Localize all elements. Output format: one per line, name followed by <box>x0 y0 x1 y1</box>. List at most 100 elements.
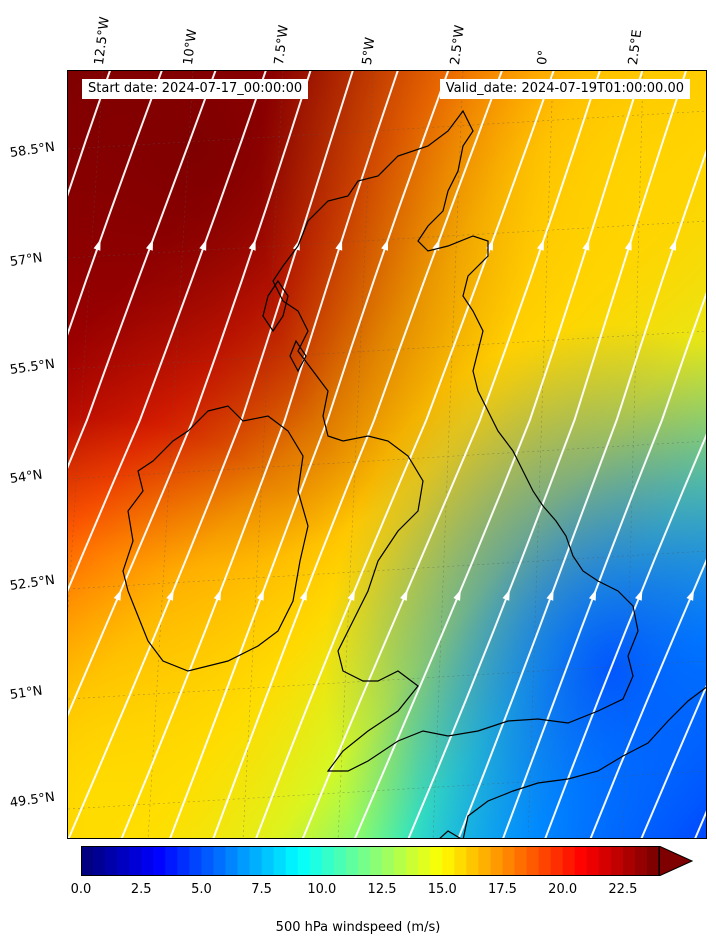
streamline-arrow <box>381 239 389 251</box>
colorbar-bin <box>406 846 419 876</box>
colorbar-tick-label: 7.5 <box>251 882 272 897</box>
colorbar-bin <box>646 846 660 876</box>
streamline-arrow <box>546 589 554 601</box>
colorbar-bin <box>574 846 588 876</box>
streamline <box>68 71 163 336</box>
colorbar-tick-label: 20.0 <box>548 882 578 897</box>
streamline-arrow <box>335 239 343 251</box>
coastlines <box>122 109 706 838</box>
colorbar-bin <box>153 846 166 876</box>
colorbar-bin <box>454 846 467 876</box>
lat-label-49-5: 49.5°N <box>8 789 56 811</box>
colorbar-tick-label: 22.5 <box>608 882 638 897</box>
streamline <box>502 291 706 838</box>
colorbar-bin <box>357 846 371 876</box>
colorbar-bin <box>129 846 142 876</box>
colorbar-bin <box>622 846 636 876</box>
lon-label-2-5e: 2.5°E <box>626 28 646 66</box>
streamlines <box>68 71 706 838</box>
streamline-arrow <box>400 589 408 601</box>
streamline-arrow <box>536 239 544 251</box>
streamline-arrow <box>347 589 355 601</box>
colorbar-bin <box>309 846 323 876</box>
lon-label-10w: 10°W <box>181 28 201 66</box>
lon-label-5w: 5°W <box>360 36 379 66</box>
valid-date-label: Valid_date: 2024-07-19T01:00:00.00 <box>439 79 690 99</box>
streamline <box>255 71 555 838</box>
colorbar-bin <box>141 846 154 876</box>
lon-label-0: 0° <box>535 49 552 66</box>
colorbar-svg <box>81 845 694 877</box>
streamline <box>120 71 399 838</box>
colorbar-bin <box>538 846 552 876</box>
colorbar-bin <box>213 846 227 876</box>
streamline <box>68 71 312 717</box>
streamline-arrow <box>453 589 461 601</box>
lat-label-58-5: 58.5°N <box>8 139 56 161</box>
colorbar-bin <box>201 846 215 876</box>
colorbar-bin <box>225 846 239 876</box>
streamline-arrow <box>199 239 207 251</box>
colorbar-bin <box>177 846 190 876</box>
streamline-arrow <box>635 589 643 601</box>
colorbar-bin <box>261 846 275 876</box>
streamline-arrow <box>93 239 101 251</box>
colorbar-tick-label: 17.5 <box>487 882 517 897</box>
start-date-label: Start date: 2024-07-17_00:00:00 <box>82 79 309 99</box>
streamline <box>407 71 688 838</box>
colorbar-bin <box>93 846 106 876</box>
lat-label-55-5: 55.5°N <box>8 356 56 378</box>
streamline-arrow <box>145 239 154 251</box>
lat-label-51: 51°N <box>8 683 44 703</box>
streamline <box>301 71 601 838</box>
colorbar-bin <box>165 846 178 876</box>
streamline-arrow <box>669 239 677 251</box>
streamline <box>169 71 450 838</box>
colorbar-bin <box>81 846 94 876</box>
colorbar-tick-label: 15.0 <box>427 882 457 897</box>
colorbar-bin <box>345 846 359 876</box>
streamline <box>354 71 644 838</box>
colorbar-bin <box>526 846 540 876</box>
streamline-arrow <box>588 589 597 601</box>
colorbar-bin <box>285 846 299 876</box>
streamline-arrow <box>299 589 308 601</box>
streamline <box>457 149 706 838</box>
streamline-arrow <box>686 589 695 601</box>
colorbar-bin <box>490 846 504 876</box>
colorbar-bin <box>237 846 251 876</box>
streamline-arrow <box>248 239 256 251</box>
streamline <box>640 684 706 838</box>
colorbar-label: 500 hPa windspeed (m/s) <box>275 920 441 935</box>
map-panel: Start date: 2024-07-17_00:00:00 Valid_da… <box>67 70 707 839</box>
lon-label-12-5w: 12.5°W <box>92 16 113 66</box>
colorbar <box>81 845 694 877</box>
colorbar-bin <box>634 846 648 876</box>
colorbar-bin <box>117 846 130 876</box>
map-svg <box>68 71 706 838</box>
colorbar-bin <box>550 846 564 876</box>
streamline-arrow <box>213 589 222 601</box>
colorbar-tick-label: 2.5 <box>130 882 152 897</box>
streamline-arrow <box>292 239 300 251</box>
colorbar-bin <box>430 846 443 876</box>
colorbar-extend-arrow <box>658 845 694 877</box>
streamline-arrow <box>502 589 510 601</box>
colorbar-bin <box>249 846 263 876</box>
streamline <box>544 433 706 838</box>
colorbar-bin <box>370 846 383 876</box>
colorbar-bin <box>598 846 612 876</box>
streamline-arrow <box>113 589 122 601</box>
colorbar-bin <box>442 846 455 876</box>
colorbar-bin <box>562 846 576 876</box>
colorbar-bin <box>273 846 287 876</box>
colorbar-bin <box>586 846 600 876</box>
streamline <box>68 71 267 592</box>
streamline <box>68 71 217 469</box>
streamline <box>212 71 503 838</box>
streamline-arrow <box>624 239 632 251</box>
colorbar-bin <box>189 846 203 876</box>
colorbar-bin <box>382 846 395 876</box>
colorbar-bin <box>478 846 492 876</box>
colorbar-bin <box>333 846 347 876</box>
